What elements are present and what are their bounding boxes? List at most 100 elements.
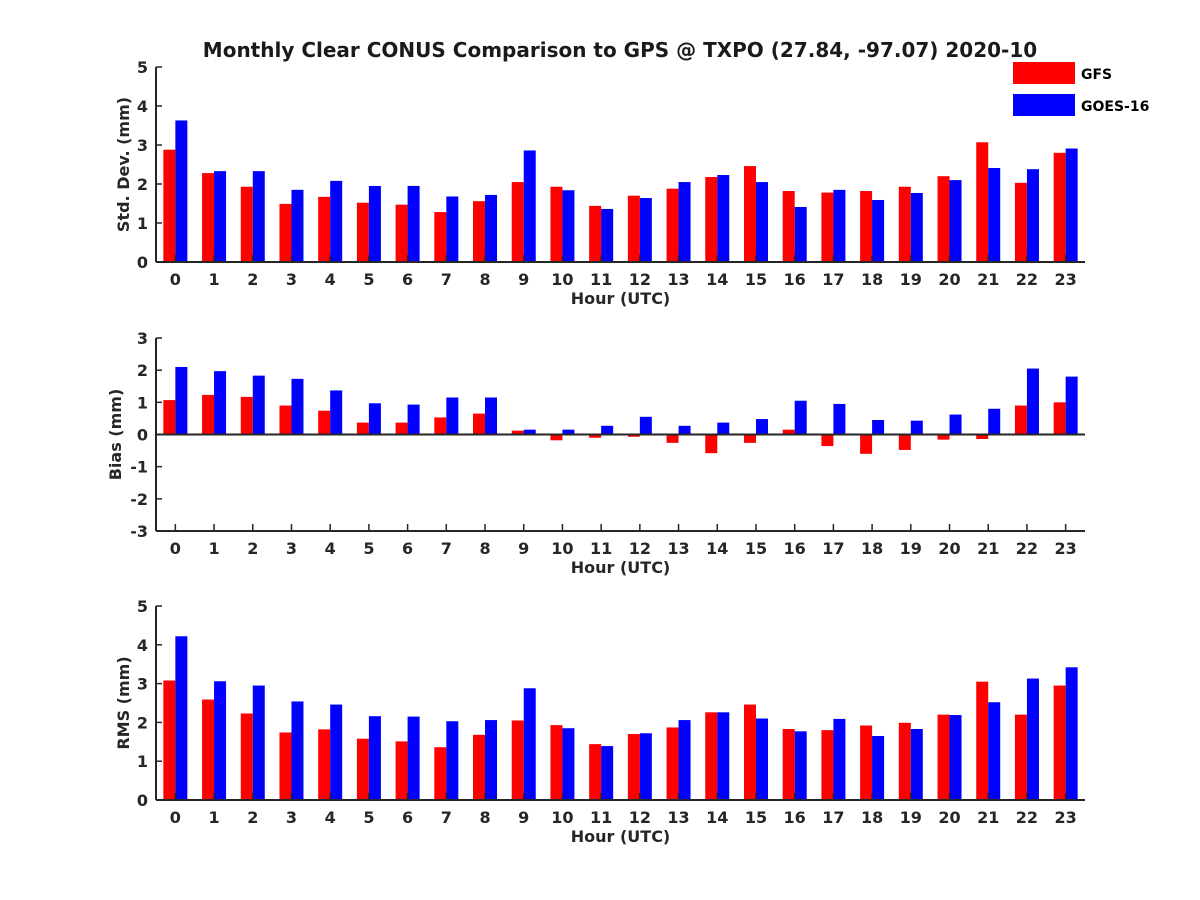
bar-goes-16-hour-8 xyxy=(485,720,498,800)
x-tick-label: 8 xyxy=(479,270,490,289)
y-tick-label: 5 xyxy=(137,597,148,616)
bar-goes-16-hour-0 xyxy=(175,366,188,435)
bar-gfs-hour-18 xyxy=(860,191,873,262)
bar-gfs-hour-21 xyxy=(976,142,989,262)
bar-gfs-hour-15 xyxy=(743,434,756,443)
bar-gfs-hour-15 xyxy=(743,166,756,262)
x-tick-label: 17 xyxy=(822,270,844,289)
bar-gfs-hour-0 xyxy=(163,400,176,435)
x-tick-label: 14 xyxy=(706,808,728,827)
bar-goes-16-hour-7 xyxy=(446,397,459,435)
x-tick-label: 19 xyxy=(900,539,922,558)
bar-goes-16-hour-0 xyxy=(175,636,188,800)
y-tick-label: 2 xyxy=(137,361,148,380)
x-tick-label: 19 xyxy=(900,270,922,289)
y-tick-label: 0 xyxy=(137,426,148,445)
bar-gfs-hour-15 xyxy=(743,704,756,800)
bar-goes-16-hour-23 xyxy=(1065,667,1078,800)
bar-goes-16-hour-8 xyxy=(485,397,498,435)
bar-goes-16-hour-19 xyxy=(910,420,923,435)
bar-gfs-hour-5 xyxy=(356,422,369,435)
bar-gfs-hour-21 xyxy=(976,681,989,800)
x-tick-label: 16 xyxy=(784,808,806,827)
bar-gfs-hour-7 xyxy=(434,417,447,435)
x-tick-label: 1 xyxy=(208,808,219,827)
x-tick-label: 7 xyxy=(441,808,452,827)
x-tick-label: 12 xyxy=(629,539,651,558)
legend-label-goes-16: GOES-16 xyxy=(1081,99,1149,115)
x-tick-label: 1 xyxy=(208,270,219,289)
bar-goes-16-hour-0 xyxy=(175,120,188,263)
x-tick-label: 7 xyxy=(441,539,452,558)
x-tick-label: 16 xyxy=(784,270,806,289)
bar-gfs-hour-8 xyxy=(473,734,486,800)
x-tick-label: 14 xyxy=(706,270,728,289)
x-tick-label: 1 xyxy=(208,539,219,558)
bar-gfs-hour-2 xyxy=(240,713,253,800)
bar-gfs-hour-23 xyxy=(1053,152,1066,262)
x-tick-label: 17 xyxy=(822,808,844,827)
y-tick-label: 3 xyxy=(137,136,148,155)
x-tick-label: 5 xyxy=(363,808,374,827)
y-tick-label: 5 xyxy=(137,58,148,77)
bar-gfs-hour-19 xyxy=(898,434,911,450)
bar-gfs-hour-22 xyxy=(1014,182,1027,262)
bar-gfs-hour-18 xyxy=(860,434,873,454)
bar-goes-16-hour-9 xyxy=(523,429,536,435)
y-axis-label: RMS (mm) xyxy=(114,656,133,749)
chart-legend: GFS GOES-16 xyxy=(1013,62,1149,116)
bar-gfs-hour-8 xyxy=(473,201,486,262)
bar-gfs-hour-9 xyxy=(511,182,524,262)
x-tick-label: 5 xyxy=(363,270,374,289)
bar-gfs-hour-20 xyxy=(937,434,950,440)
y-axis-label: Bias (mm) xyxy=(106,389,125,481)
x-tick-label: 22 xyxy=(1016,270,1038,289)
x-tick-label: 22 xyxy=(1016,539,1038,558)
y-tick-label: 1 xyxy=(137,752,148,771)
bar-gfs-hour-23 xyxy=(1053,402,1066,435)
bar-gfs-hour-1 xyxy=(202,699,215,800)
y-tick-label: 0 xyxy=(137,791,148,810)
bar-goes-16-hour-5 xyxy=(368,403,381,435)
y-tick-label: -3 xyxy=(130,522,148,541)
bar-gfs-hour-9 xyxy=(511,430,524,435)
bar-goes-16-hour-17 xyxy=(833,403,846,435)
bar-goes-16-hour-17 xyxy=(833,189,846,262)
bar-gfs-hour-23 xyxy=(1053,685,1066,800)
bar-goes-16-hour-13 xyxy=(678,425,691,435)
bar-gfs-hour-17 xyxy=(821,192,834,262)
bar-goes-16-hour-14 xyxy=(717,712,730,800)
x-tick-label: 5 xyxy=(363,539,374,558)
bar-goes-16-hour-8 xyxy=(485,194,498,262)
x-tick-label: 13 xyxy=(667,808,689,827)
bar-goes-16-hour-1 xyxy=(214,681,227,800)
bar-goes-16-hour-14 xyxy=(717,422,730,435)
bar-goes-16-hour-13 xyxy=(678,182,691,262)
bar-gfs-hour-12 xyxy=(627,734,640,800)
x-tick-label: 14 xyxy=(706,539,728,558)
bar-gfs-hour-13 xyxy=(666,727,679,800)
bar-gfs-hour-2 xyxy=(240,186,253,262)
x-tick-label: 11 xyxy=(590,270,612,289)
x-tick-label: 18 xyxy=(861,270,883,289)
y-tick-label: 3 xyxy=(137,675,148,694)
x-tick-label: 2 xyxy=(247,808,258,827)
x-tick-label: 3 xyxy=(286,539,297,558)
x-tick-label: 8 xyxy=(479,808,490,827)
y-tick-label: 0 xyxy=(137,253,148,272)
bar-goes-16-hour-22 xyxy=(1026,678,1039,800)
legend-swatch-goes-16 xyxy=(1013,94,1075,116)
bar-gfs-hour-12 xyxy=(627,195,640,262)
legend-swatch-gfs xyxy=(1013,62,1075,84)
bar-gfs-hour-1 xyxy=(202,173,215,262)
bar-gfs-hour-22 xyxy=(1014,714,1027,800)
bar-gfs-hour-19 xyxy=(898,722,911,800)
x-tick-label: 20 xyxy=(938,539,960,558)
bar-goes-16-hour-4 xyxy=(330,390,343,435)
x-tick-label: 8 xyxy=(479,539,490,558)
bar-gfs-hour-3 xyxy=(279,203,292,262)
bar-gfs-hour-14 xyxy=(705,712,718,800)
